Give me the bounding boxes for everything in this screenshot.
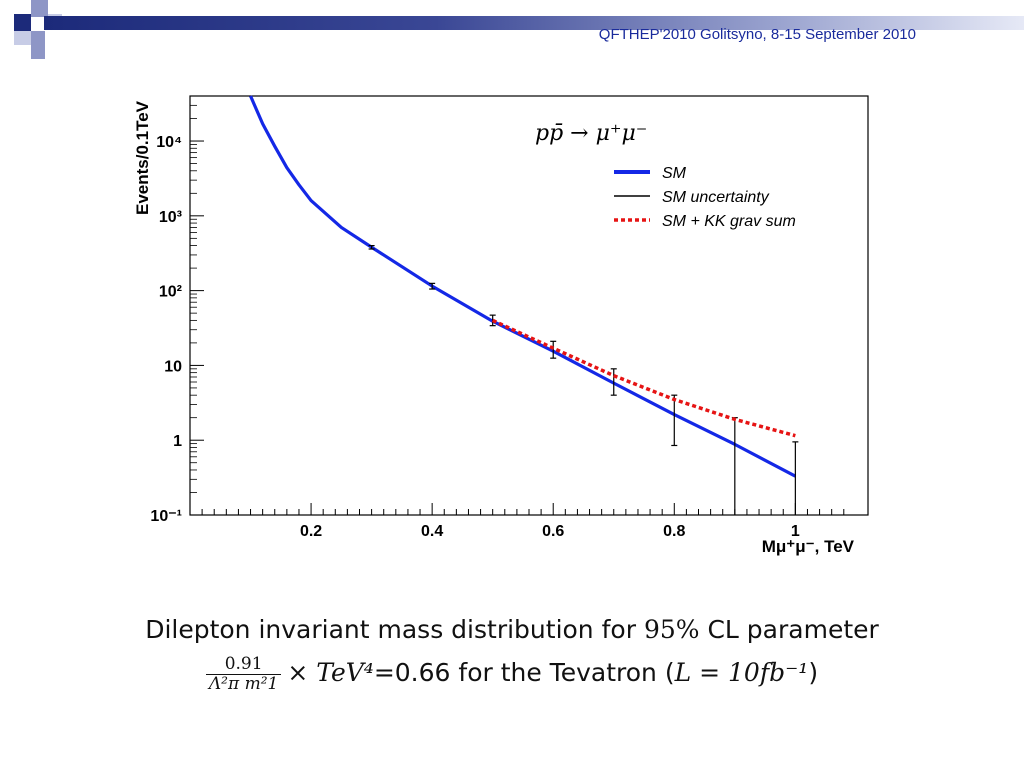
- chart: 0.2 0.4 0.6 0.8 1 10⁻¹ 1 10 10² 10³ 10⁴ SM SM uncer…: [133, 95, 869, 556]
- y-tick-label: 10⁴: [156, 134, 182, 151]
- caption-close: ): [808, 658, 819, 688]
- x-tick-label: 1: [791, 523, 800, 540]
- marks-layer: [249, 95, 799, 515]
- header-square-1: [14, 14, 31, 31]
- x-tick-label: 0.2: [300, 523, 322, 540]
- header-square-6: [31, 45, 45, 59]
- legend-label: SM uncertainty: [662, 189, 770, 206]
- y-tick-label: 1: [173, 433, 182, 450]
- y-tick-label: 10: [164, 358, 182, 375]
- fraction-denominator: Λ²π m²1: [208, 673, 279, 694]
- y-axis-label: Events/0.1TeV: [133, 100, 152, 215]
- caption-line-2: 0.91 Λ²π m²1 × TeV⁴=0.66 for the Tevatro…: [0, 655, 1024, 693]
- y-tick-label: 10²: [159, 284, 182, 301]
- caption-times-term: × TeV⁴: [287, 658, 374, 688]
- header-bar: [44, 16, 1024, 30]
- kk-grav-line: [491, 318, 796, 438]
- conference-title: QFTHEP'2010 Golitsyno, 8-15 September 20…: [598, 26, 916, 43]
- fraction-numerator: 0.91: [205, 655, 282, 675]
- caption-cl-value: 95%: [643, 615, 700, 644]
- caption-fraction: 0.91 Λ²π m²1: [205, 655, 282, 694]
- caption-eq: =0.66 for the Tevatron (: [373, 658, 675, 688]
- axes-layer: 0.2 0.4 0.6 0.8 1 10⁻¹ 1 10 10² 10³ 10⁴: [150, 95, 869, 540]
- caption-text: Dilepton invariant mass distribution for: [145, 615, 636, 644]
- sm-line: [249, 95, 797, 478]
- chart-title: pp̄ → μ⁺μ⁻: [535, 121, 647, 146]
- legend-layer: SM SM uncertainty SM + KK grav sum: [614, 165, 796, 230]
- caption-tail: CL parameter: [707, 615, 879, 644]
- header-square-3: [31, 31, 45, 45]
- caption-line-1: Dilepton invariant mass distribution for…: [0, 615, 1024, 644]
- x-axis-label: Mμ⁺μ⁻, TeV: [762, 537, 855, 556]
- caption-lumi: L = 10fb⁻¹: [674, 658, 809, 688]
- legend-label: SM + KK grav sum: [662, 213, 796, 230]
- x-tick-label: 0.4: [421, 523, 443, 540]
- plot-frame: [189, 95, 869, 516]
- x-tick-label: 0.8: [663, 523, 685, 540]
- header-square-2: [31, 0, 48, 17]
- y-tick-label: 10⁻¹: [150, 508, 182, 525]
- legend-label: SM: [662, 165, 687, 182]
- y-tick-label: 10³: [159, 209, 182, 226]
- header-square-5: [14, 31, 31, 45]
- x-tick-label: 0.6: [542, 523, 564, 540]
